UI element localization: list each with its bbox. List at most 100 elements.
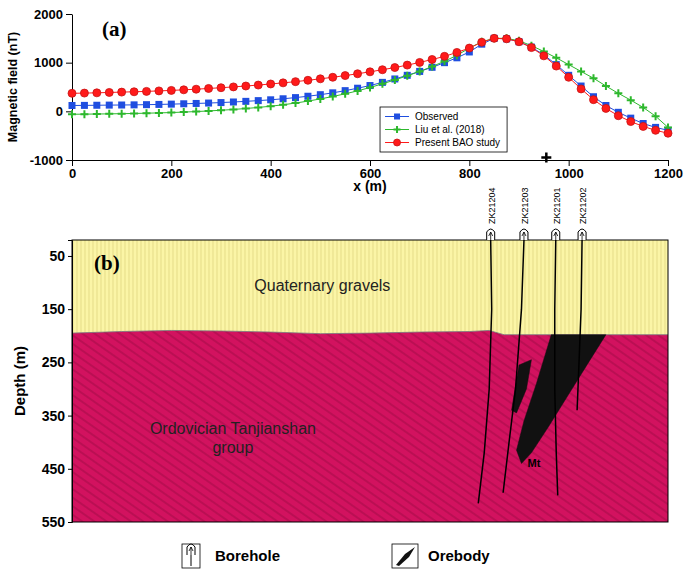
tick-label: 150 xyxy=(42,301,66,317)
marker xyxy=(143,101,150,108)
marker xyxy=(627,118,635,126)
borehole-icon xyxy=(578,229,586,240)
tick-label: 0 xyxy=(69,166,76,181)
boundary-line xyxy=(72,330,668,334)
tick-label: 800 xyxy=(459,166,481,181)
marker xyxy=(131,101,138,108)
marker xyxy=(292,99,300,107)
marker xyxy=(577,67,585,75)
marker xyxy=(93,110,101,118)
tick-label: 2000 xyxy=(34,7,63,22)
marker xyxy=(229,83,237,91)
tick: 800 xyxy=(459,160,481,181)
marker xyxy=(639,103,647,111)
marker xyxy=(478,38,486,46)
orebody xyxy=(517,335,606,464)
panel-label: (a) xyxy=(102,17,127,41)
borehole-name: ZK21202 xyxy=(578,187,588,224)
tick-mark xyxy=(668,160,669,166)
tick-label: 200 xyxy=(161,166,183,181)
orebody-label: Mt xyxy=(527,457,540,469)
marker xyxy=(218,99,225,106)
marker xyxy=(366,68,374,76)
marker xyxy=(279,79,287,87)
tick-label: 50 xyxy=(49,248,65,264)
legend-item: Observed xyxy=(385,111,458,122)
marker xyxy=(192,108,200,116)
marker xyxy=(515,38,523,46)
marker xyxy=(267,102,275,110)
tick-label: 1000 xyxy=(34,55,63,70)
tick-mark xyxy=(66,63,72,64)
marker xyxy=(180,100,187,107)
marker xyxy=(279,101,287,109)
legend-label: Present BAO study xyxy=(415,137,500,148)
marker xyxy=(217,84,225,92)
marker xyxy=(130,88,138,96)
marker xyxy=(105,88,113,96)
tick-mark xyxy=(271,160,272,166)
marker xyxy=(267,80,275,88)
marker xyxy=(465,44,473,52)
marker xyxy=(242,98,249,105)
marker xyxy=(503,35,510,42)
marker xyxy=(577,85,585,93)
marker xyxy=(81,102,88,109)
marker xyxy=(403,61,411,69)
marker xyxy=(391,64,399,72)
borehole xyxy=(503,240,524,493)
borehole-icon xyxy=(187,544,195,555)
tick-mark xyxy=(569,160,570,166)
marker xyxy=(341,90,349,98)
marker xyxy=(205,84,213,92)
marker xyxy=(254,81,262,89)
marker xyxy=(316,95,324,103)
layer-label: Ordovician Tanjianshangroup xyxy=(150,420,316,456)
marker xyxy=(192,85,200,93)
marker xyxy=(394,139,401,146)
tick: 400 xyxy=(260,160,282,181)
series-line xyxy=(72,38,668,133)
tick: 200 xyxy=(161,160,183,181)
tick-mark xyxy=(370,160,371,166)
tick-label: 0 xyxy=(56,104,63,119)
tick: 1000 xyxy=(555,160,584,181)
marker xyxy=(255,97,262,104)
x-axis-title: x (m) xyxy=(353,178,386,194)
marker xyxy=(93,89,101,97)
borehole xyxy=(478,240,491,503)
marker xyxy=(105,110,113,118)
marker xyxy=(229,105,237,113)
marker xyxy=(118,110,126,118)
marker xyxy=(68,110,76,118)
legend-box xyxy=(380,107,507,152)
layer xyxy=(72,240,668,335)
marker xyxy=(155,87,163,95)
marker xyxy=(354,87,362,95)
marker xyxy=(552,54,560,62)
tick: 50 xyxy=(49,248,72,264)
marker xyxy=(516,38,523,45)
marker xyxy=(304,97,312,105)
tick: 550 xyxy=(42,514,72,530)
borehole-icon xyxy=(552,229,560,240)
marker xyxy=(329,73,337,81)
marker xyxy=(404,72,411,79)
marker xyxy=(106,102,113,109)
tick: 0 xyxy=(69,160,76,181)
marker xyxy=(316,75,324,83)
marker xyxy=(93,102,100,109)
marker xyxy=(503,35,511,43)
marker xyxy=(143,109,151,117)
marker xyxy=(540,52,548,60)
tick: 1200 xyxy=(654,160,683,181)
frame xyxy=(72,240,668,522)
marker xyxy=(341,72,349,80)
marker xyxy=(167,109,175,117)
marker xyxy=(478,38,486,46)
marker xyxy=(155,101,162,108)
marker xyxy=(394,126,401,133)
tick-label: 450 xyxy=(42,461,66,477)
tick-mark xyxy=(72,160,73,166)
marker xyxy=(230,98,237,105)
